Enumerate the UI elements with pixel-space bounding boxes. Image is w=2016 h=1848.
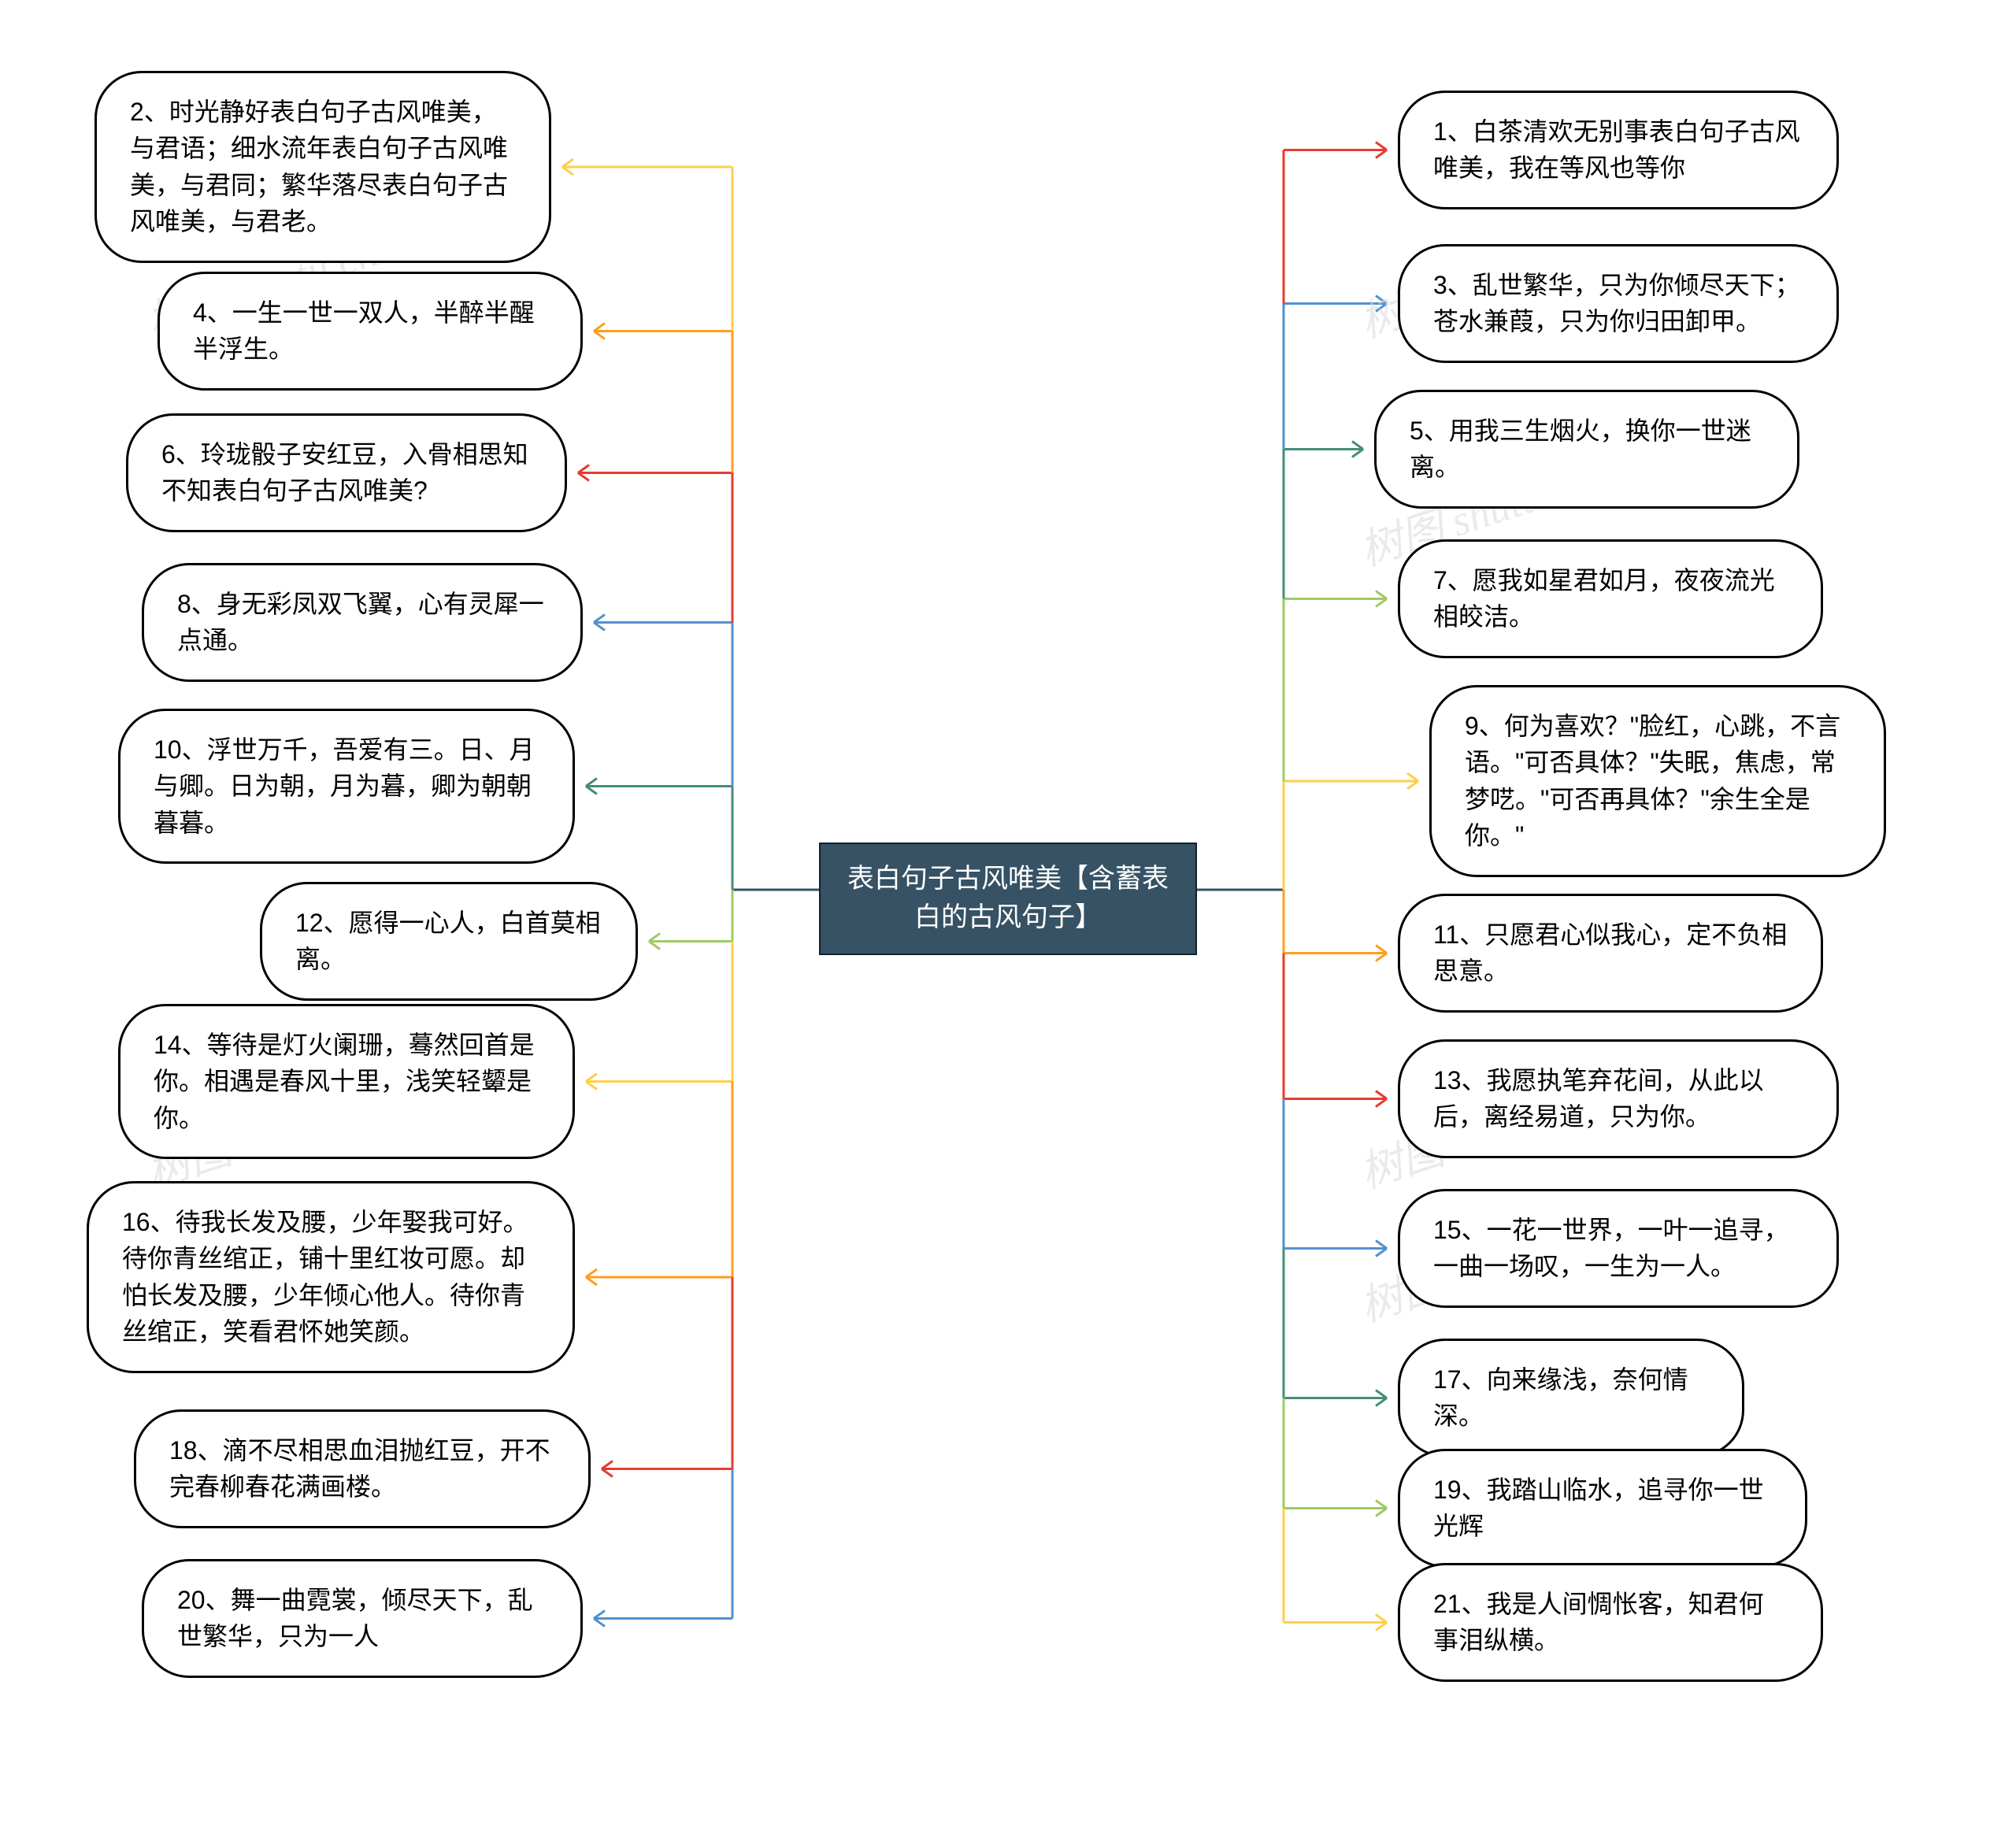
leaf-node: 3、乱世繁华，只为你倾尽天下；苍水兼葭，只为你归田卸甲。 xyxy=(1398,244,1839,363)
leaf-node: 4、一生一世一双人，半醉半醒半浮生。 xyxy=(158,272,583,391)
leaf-node: 12、愿得一心人，白首莫相离。 xyxy=(260,882,638,1001)
leaf-node: 16、待我长发及腰，少年娶我可好。待你青丝绾正，铺十里红妆可愿。却怕长发及腰，少… xyxy=(87,1181,575,1373)
leaf-node: 8、身无彩凤双飞翼，心有灵犀一点通。 xyxy=(142,563,583,682)
leaf-node: 11、只愿君心似我心，定不负相思意。 xyxy=(1398,894,1823,1013)
leaf-node: 7、愿我如星君如月，夜夜流光相皎洁。 xyxy=(1398,539,1823,658)
leaf-node: 1、白茶清欢无别事表白句子古风唯美，我在等风也等你 xyxy=(1398,91,1839,209)
leaf-node: 21、我是人间惆怅客，知君何事泪纵横。 xyxy=(1398,1563,1823,1682)
leaf-node: 15、一花一世界，一叶一追寻，一曲一场叹，一生为一人。 xyxy=(1398,1189,1839,1308)
leaf-node: 19、我踏山临水，追寻你一世光辉 xyxy=(1398,1449,1807,1568)
leaf-node: 9、何为喜欢？"脸红，心跳，不言语。"可否具体？"失眠，焦虑，常梦呓。"可否再具… xyxy=(1429,685,1886,877)
leaf-node: 14、等待是灯火阑珊，蓦然回首是你。相遇是春风十里，浅笑轻颦是你。 xyxy=(118,1004,575,1159)
leaf-node: 5、用我三生烟火，换你一世迷离。 xyxy=(1374,390,1799,509)
leaf-node: 20、舞一曲霓裳，倾尽天下，乱世繁华，只为一人 xyxy=(142,1559,583,1678)
leaf-node: 2、时光静好表白句子古风唯美，与君语；细水流年表白句子古风唯美，与君同；繁华落尽… xyxy=(94,71,551,263)
leaf-node: 17、向来缘浅，奈何情深。 xyxy=(1398,1339,1744,1457)
leaf-node: 13、我愿执笔弃花间，从此以后，离经易道，只为你。 xyxy=(1398,1039,1839,1158)
leaf-node: 18、滴不尽相思血泪抛红豆，开不完春柳春花满画楼。 xyxy=(134,1409,591,1528)
leaf-node: 10、浮世万千，吾爱有三。日、月与卿。日为朝，月为暮，卿为朝朝暮暮。 xyxy=(118,709,575,864)
leaf-node: 6、玲珑骰子安红豆，入骨相思知不知表白句子古风唯美? xyxy=(126,413,567,532)
mindmap-canvas: 树图 shutu.cn树图 shutu.cn树图 shutu.cn树图 shut… xyxy=(0,0,2016,1848)
center-node: 表白句子古风唯美【含蓄表白的古风句子】 xyxy=(819,843,1197,955)
